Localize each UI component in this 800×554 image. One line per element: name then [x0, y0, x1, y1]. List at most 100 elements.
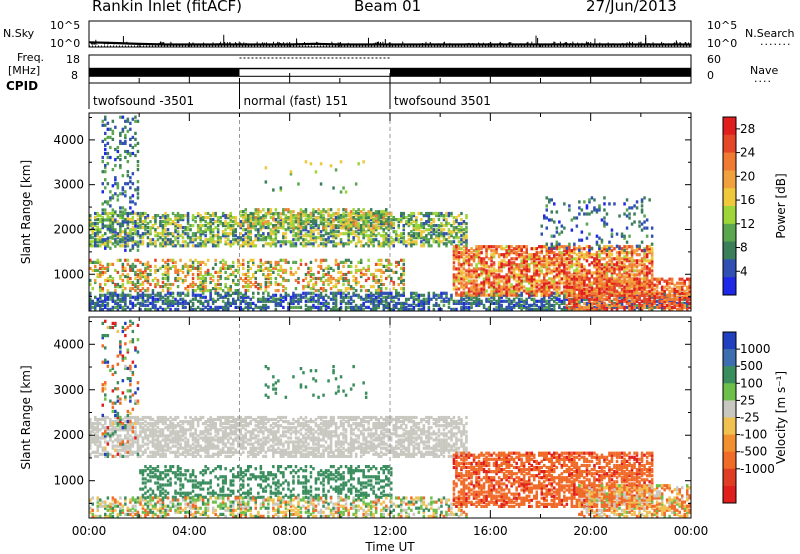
- power-panel-cell: [374, 214, 378, 218]
- power-panel-cell: [515, 265, 518, 269]
- power-panel-cell: [377, 268, 381, 272]
- power-panel-cell: [332, 218, 335, 222]
- power-panel-cell: [317, 232, 320, 236]
- power-panel-cell: [630, 301, 634, 305]
- power-panel-cell: [462, 222, 466, 226]
- power-panel-cell: [533, 297, 536, 301]
- power-panel-cell: [430, 222, 433, 226]
- power-panel-cell: [332, 301, 335, 305]
- power-panel-cell: [116, 282, 120, 287]
- power-panel-cell: [477, 273, 481, 277]
- power-panel-cell: [430, 244, 433, 248]
- power-panel-cell: [121, 266, 125, 270]
- power-panel-cell: [339, 214, 343, 218]
- power-panel-cell: [372, 274, 375, 279]
- power-panel-cell: [239, 291, 243, 295]
- power-panel-cell: [319, 230, 323, 234]
- power-panel-cell: [204, 240, 207, 244]
- power-panel-cell: [475, 287, 478, 291]
- power-panel-cell: [149, 272, 152, 277]
- power-panel-cell: [214, 289, 217, 293]
- power-panel-cell: [598, 253, 601, 257]
- power-panel-cell: [139, 236, 142, 240]
- power-panel-cell: [610, 263, 614, 267]
- power-panel-cell: [400, 287, 403, 291]
- power-panel-cell: [164, 272, 167, 277]
- power-panel-cell: [277, 297, 280, 301]
- power-panel-cell: [337, 218, 340, 222]
- power-panel-cell: [161, 216, 165, 220]
- power-panel-cell: [144, 293, 147, 297]
- power-panel-cell: [339, 301, 343, 305]
- power-panel-cell: [264, 305, 268, 309]
- power-panel-cell: [512, 275, 516, 279]
- power-panel-cell: [189, 258, 192, 262]
- power-panel-cell: [515, 263, 518, 267]
- power-panel-cell: [332, 236, 335, 240]
- power-panel-cell: [347, 232, 350, 236]
- power-panel-cell: [292, 260, 295, 264]
- power-panel-cell: [457, 281, 461, 285]
- power-panel-cell: [357, 214, 360, 218]
- power-panel-cell: [244, 208, 248, 212]
- power-panel-cell: [422, 299, 426, 303]
- power-panel-cell: [277, 301, 280, 305]
- power-panel-cell: [252, 291, 255, 295]
- power-panel-cell: [465, 283, 468, 287]
- power-panel-cell: [485, 273, 488, 277]
- power-panel-cell: [558, 275, 561, 279]
- power-panel-cell: [186, 270, 190, 274]
- power-panel-cell: [387, 228, 391, 232]
- power-panel-cell: [520, 273, 523, 277]
- power-panel-cell: [121, 240, 125, 244]
- power-panel-cell: [517, 277, 521, 281]
- power-panel-cell: [191, 232, 195, 236]
- power-panel-cell: [294, 299, 298, 303]
- power-panel-cell: [447, 228, 451, 232]
- power-panel-cell: [442, 303, 446, 307]
- power-panel-cell: [540, 265, 544, 269]
- power-panel-cell: [354, 289, 358, 293]
- power-panel-cell: [427, 224, 431, 228]
- power-panel-cell: [507, 301, 511, 305]
- power-panel-cell: [520, 287, 523, 291]
- power-panel-cell: [510, 251, 513, 255]
- power-panel-cell: [161, 230, 165, 234]
- power-panel-cell: [244, 305, 248, 309]
- power-panel-cell: [422, 305, 426, 309]
- power-panel-cell: [437, 240, 441, 244]
- power-panel-cell: [538, 263, 541, 267]
- power-panel-cell: [319, 287, 323, 291]
- power-panel-cell: [99, 295, 102, 299]
- power-panel-cell: [99, 285, 102, 289]
- power-panel-cell: [194, 295, 197, 299]
- power-panel-cell: [257, 220, 260, 224]
- power-panel-cell: [99, 220, 102, 224]
- power-panel-cell: [533, 293, 536, 297]
- power-panel-cell: [209, 214, 212, 218]
- power-panel-cell: [390, 236, 393, 240]
- power-panel-cell: [239, 301, 243, 305]
- power-panel-cell: [254, 210, 258, 214]
- power-panel-cell: [533, 267, 536, 271]
- power-panel-cell: [264, 238, 268, 242]
- power-panel-cell: [545, 259, 549, 263]
- power-panel-cell: [405, 220, 408, 224]
- power-panel-cell: [568, 257, 571, 261]
- power-panel-cell: [382, 240, 386, 244]
- power-panel-cell: [89, 278, 92, 283]
- power-panel-cell: [400, 240, 403, 244]
- power-panel-cell: [269, 272, 273, 277]
- power-panel-cell: [425, 297, 428, 301]
- power-panel-cell: [460, 242, 463, 246]
- power-panel-cell: [392, 287, 396, 291]
- power-panel-cell: [344, 214, 348, 218]
- power-panel-cell: [199, 285, 202, 289]
- power-panel-cell: [447, 214, 451, 218]
- power-panel-cell: [397, 226, 401, 230]
- power-panel-cell: [227, 301, 230, 305]
- power-panel-cell: [201, 260, 205, 264]
- power-panel-cell: [522, 255, 526, 259]
- power-panel-cell: [257, 214, 260, 218]
- power-panel-cell: [206, 226, 210, 230]
